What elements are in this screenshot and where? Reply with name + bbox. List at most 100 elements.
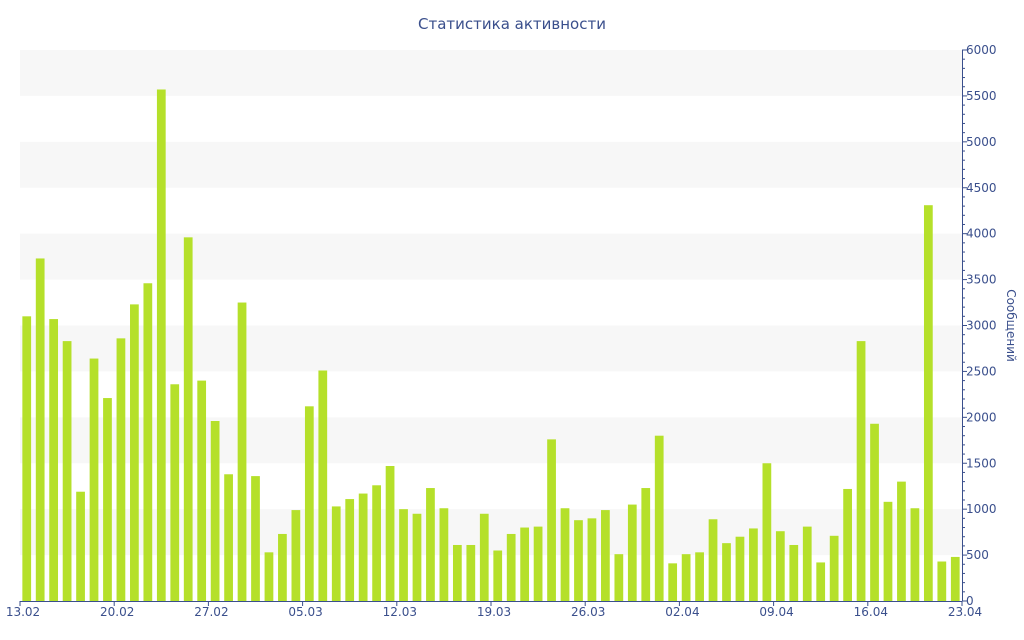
bar — [816, 562, 826, 601]
bar — [775, 531, 785, 601]
bar — [89, 358, 99, 601]
bar — [950, 556, 960, 601]
bar — [641, 488, 651, 601]
bar — [789, 544, 799, 601]
bar — [251, 476, 260, 601]
bar — [668, 563, 678, 601]
y-tick-label: 3000 — [966, 319, 997, 333]
bar — [479, 513, 489, 601]
y-tick-label: 5500 — [966, 89, 997, 103]
bar — [22, 316, 32, 601]
x-tick-label: 02.04 — [665, 605, 699, 619]
y-tick-label: 6000 — [966, 43, 997, 57]
bar — [304, 406, 314, 601]
grid-band — [20, 50, 962, 96]
bar — [197, 380, 207, 601]
grid-band — [20, 325, 962, 372]
bar — [749, 528, 758, 601]
bar — [493, 550, 503, 601]
x-tick-label: 20.02 — [100, 605, 134, 619]
bar — [681, 554, 691, 601]
grid-band — [20, 233, 962, 280]
x-tick-label: 05.03 — [288, 605, 322, 619]
y-tick-label: 4000 — [966, 227, 997, 241]
bar — [183, 237, 193, 601]
y-tick-label: 1000 — [966, 502, 997, 516]
bar — [466, 544, 476, 601]
bar — [130, 304, 139, 601]
bar — [372, 485, 381, 601]
chart-title: Статистика активности — [418, 15, 606, 33]
bar — [210, 421, 220, 601]
x-tick-label: 13.02 — [6, 605, 40, 619]
bar — [883, 501, 893, 601]
bar — [910, 508, 920, 601]
x-tick-label: 16.04 — [854, 605, 888, 619]
y-tick-label: 4500 — [966, 181, 997, 195]
y-tick-label: 2000 — [966, 410, 997, 424]
bar — [35, 258, 45, 601]
bar — [76, 491, 85, 601]
bar — [439, 508, 449, 601]
bar — [870, 423, 879, 601]
bar — [654, 435, 664, 601]
x-tick-label: 19.03 — [477, 605, 511, 619]
bar — [62, 341, 72, 601]
bar — [923, 205, 933, 601]
y-tick-label: 2500 — [966, 364, 997, 378]
bar — [291, 510, 301, 601]
bar — [385, 466, 395, 601]
bars — [22, 89, 960, 601]
bar — [170, 384, 180, 601]
x-tick-label: 09.04 — [759, 605, 793, 619]
bar — [506, 533, 516, 601]
bar — [574, 520, 583, 601]
bar — [735, 536, 745, 601]
bar — [103, 398, 112, 601]
bar — [426, 488, 435, 601]
bar — [345, 499, 355, 601]
bar — [533, 526, 543, 601]
bar — [560, 508, 570, 601]
bar — [331, 506, 341, 601]
bar — [762, 463, 772, 601]
bar — [49, 319, 59, 601]
bar — [278, 533, 287, 601]
bar — [722, 543, 731, 601]
y-tick-label: 0 — [966, 594, 974, 608]
x-tick-label: 12.03 — [383, 605, 417, 619]
y-tick-label: 500 — [966, 548, 989, 562]
bar — [601, 510, 610, 601]
axes: 0 500 1000 1500 2000 2500 3000 3500 4000 4500 5000… — [6, 43, 997, 619]
bar — [614, 554, 624, 601]
bar — [452, 544, 462, 601]
bar — [358, 493, 368, 601]
bar — [264, 552, 274, 601]
bar — [802, 526, 812, 601]
y-tick-label: 1500 — [966, 456, 997, 470]
y-tick-label: 5000 — [966, 135, 997, 149]
y-tick-label: 3500 — [966, 273, 997, 287]
x-tick-label: 27.02 — [194, 605, 228, 619]
bar — [116, 338, 126, 601]
bar — [829, 535, 839, 601]
grid-band — [20, 141, 962, 188]
bar — [224, 474, 233, 601]
bar — [156, 89, 166, 601]
bar — [547, 439, 556, 601]
bar — [318, 370, 328, 601]
bar — [587, 518, 597, 601]
bar — [627, 504, 637, 601]
bar — [897, 481, 906, 601]
bar — [695, 552, 704, 601]
y-axis-title: Сообщений — [1004, 289, 1018, 362]
bar — [708, 519, 718, 601]
bar — [399, 509, 408, 601]
bar — [520, 527, 530, 601]
bar — [412, 513, 422, 601]
bar — [843, 488, 852, 601]
bar — [937, 561, 947, 601]
x-tick-label: 23.04 — [948, 605, 982, 619]
bar — [143, 283, 153, 601]
